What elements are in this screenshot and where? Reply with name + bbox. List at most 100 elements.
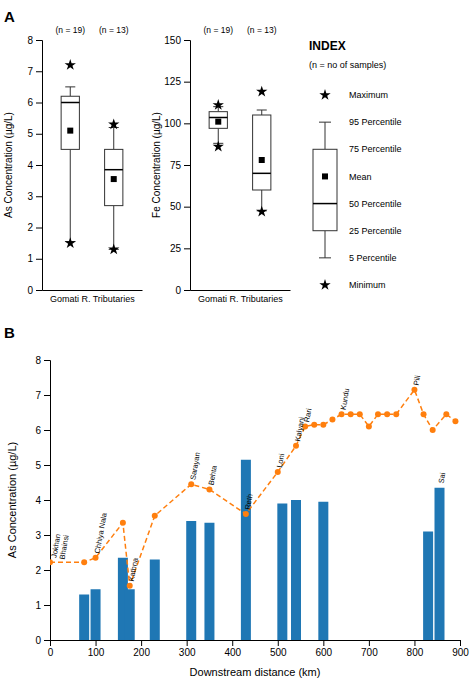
x-axis-tick-label: Gomati R. xyxy=(198,294,239,304)
y-axis-line xyxy=(44,361,51,641)
line-marker xyxy=(366,424,372,430)
bar xyxy=(318,502,328,640)
line-marker xyxy=(375,411,381,417)
river-label-line: Behta xyxy=(207,464,219,486)
line-marker xyxy=(152,513,158,519)
y-axis-tick-mark xyxy=(44,535,50,536)
y-axis-tick: 25 xyxy=(170,243,190,254)
river-label-line: Pili xyxy=(412,374,423,386)
line-marker xyxy=(421,411,427,417)
y-axis-tick-label: 125 xyxy=(164,76,181,87)
y-axis-tick-label: 3 xyxy=(27,191,33,202)
y-axis-tick-mark xyxy=(36,71,42,72)
maximum xyxy=(213,99,224,110)
line-marker xyxy=(357,411,363,417)
y-axis-tick-label: 50 xyxy=(170,201,182,212)
key-mean xyxy=(322,173,328,179)
bar xyxy=(241,460,251,640)
river-label-line: Kathna xyxy=(127,556,140,582)
y-axis-tick-mark xyxy=(36,196,42,197)
line-marker xyxy=(430,427,436,433)
y-axis-tick-label: 0 xyxy=(35,635,41,646)
y-axis-tick-mark xyxy=(44,430,50,431)
y-axis-tick-mark xyxy=(184,40,190,41)
y-axis-tick-label: 4 xyxy=(27,160,33,171)
y-axis-tick-mark xyxy=(36,165,42,166)
y-axis: 012345678 xyxy=(35,355,50,646)
y-axis-tick-mark xyxy=(44,360,50,361)
bar xyxy=(291,500,301,640)
y-axis-tick-label: 150 xyxy=(164,35,181,46)
minimum xyxy=(256,206,267,217)
y-axis-tick-label: 8 xyxy=(35,355,41,366)
x-axis-tick-label: 200 xyxy=(133,647,150,658)
maximum xyxy=(65,59,76,70)
river-label: Kundu xyxy=(339,388,352,411)
x-axis-tick-label: Gomati R. xyxy=(50,294,91,304)
y-axis-tick: 8 xyxy=(27,35,42,46)
box xyxy=(61,59,79,248)
y-axis-tick: 125 xyxy=(164,76,190,87)
x-axis-tick-mark xyxy=(187,640,188,646)
key-label: 5 Percentile xyxy=(349,253,397,263)
river-label: Chhiya Nala xyxy=(93,511,109,554)
y-axis-title: Fe Concentration (µg/L) xyxy=(151,112,162,218)
y-axis-tick: 0 xyxy=(35,635,50,646)
key-box xyxy=(313,89,337,290)
y-axis-tick: 5 xyxy=(35,460,50,471)
key-median xyxy=(313,203,337,205)
x-axis-tick: Gomati R. xyxy=(198,294,239,304)
median xyxy=(253,173,271,175)
key-label: Maximum xyxy=(349,90,388,100)
y-axis-tick: 3 xyxy=(35,530,50,541)
river-label-line: Bhainsi xyxy=(58,534,71,560)
y-axis-title: As Concentration (µg/L) xyxy=(6,442,18,558)
river-label-line: Rari xyxy=(302,407,313,422)
figure: 012345678Gomati R.TributariesAs Concentr… xyxy=(0,0,474,695)
y-axis-tick: 2 xyxy=(35,565,50,576)
line-marker xyxy=(93,555,99,561)
key-maximum xyxy=(319,89,330,100)
key-cap xyxy=(319,122,331,123)
line-marker xyxy=(329,417,335,423)
n-label: (n = 19) xyxy=(55,25,85,35)
mean xyxy=(259,157,265,163)
x-axis-tick: 100 xyxy=(88,640,105,658)
key-whisker xyxy=(325,231,326,258)
x-axis-tick-mark xyxy=(141,640,142,646)
x-axis-tick: 600 xyxy=(315,640,332,658)
line-marker xyxy=(348,411,354,417)
box-body xyxy=(253,115,271,190)
line-marker xyxy=(411,387,417,393)
y-axis-tick-mark xyxy=(184,82,190,83)
y-axis-tick-label: 7 xyxy=(27,66,33,77)
river-label: JokhanBhainsi xyxy=(49,533,70,561)
mean xyxy=(67,128,73,134)
y-axis-tick: 7 xyxy=(27,66,42,77)
line-marker xyxy=(452,418,458,424)
y-axis-tick-label: 7 xyxy=(35,390,41,401)
y-axis: 012345678 xyxy=(27,35,42,296)
y-axis: 0255075100125150 xyxy=(164,35,190,296)
y-axis-tick-label: 100 xyxy=(164,118,181,129)
key-label: 50 Percentile xyxy=(349,199,402,209)
x-axis-tick: 300 xyxy=(179,640,196,658)
y-axis-tick-label: 0 xyxy=(27,285,33,296)
x-axis-tick: 200 xyxy=(133,640,150,658)
key-cap xyxy=(319,257,331,258)
line-marker xyxy=(393,411,399,417)
x-axis-tick-label: Tributaries xyxy=(93,294,136,304)
box xyxy=(253,86,271,217)
maximum xyxy=(108,118,119,129)
line-marker xyxy=(275,469,281,475)
upper-whisker xyxy=(261,110,262,115)
y-axis-tick-label: 75 xyxy=(170,160,182,171)
y-axis-tick: 8 xyxy=(35,355,50,366)
bar xyxy=(204,523,214,640)
mean xyxy=(111,176,117,182)
x-axis-tick: Gomati R. xyxy=(50,294,91,304)
key-label: Minimum xyxy=(349,280,386,290)
x-axis-tick-label: 0 xyxy=(48,647,54,658)
x-axis: 0100200300400500600700800900 xyxy=(48,640,470,658)
x-axis-line xyxy=(51,641,461,647)
